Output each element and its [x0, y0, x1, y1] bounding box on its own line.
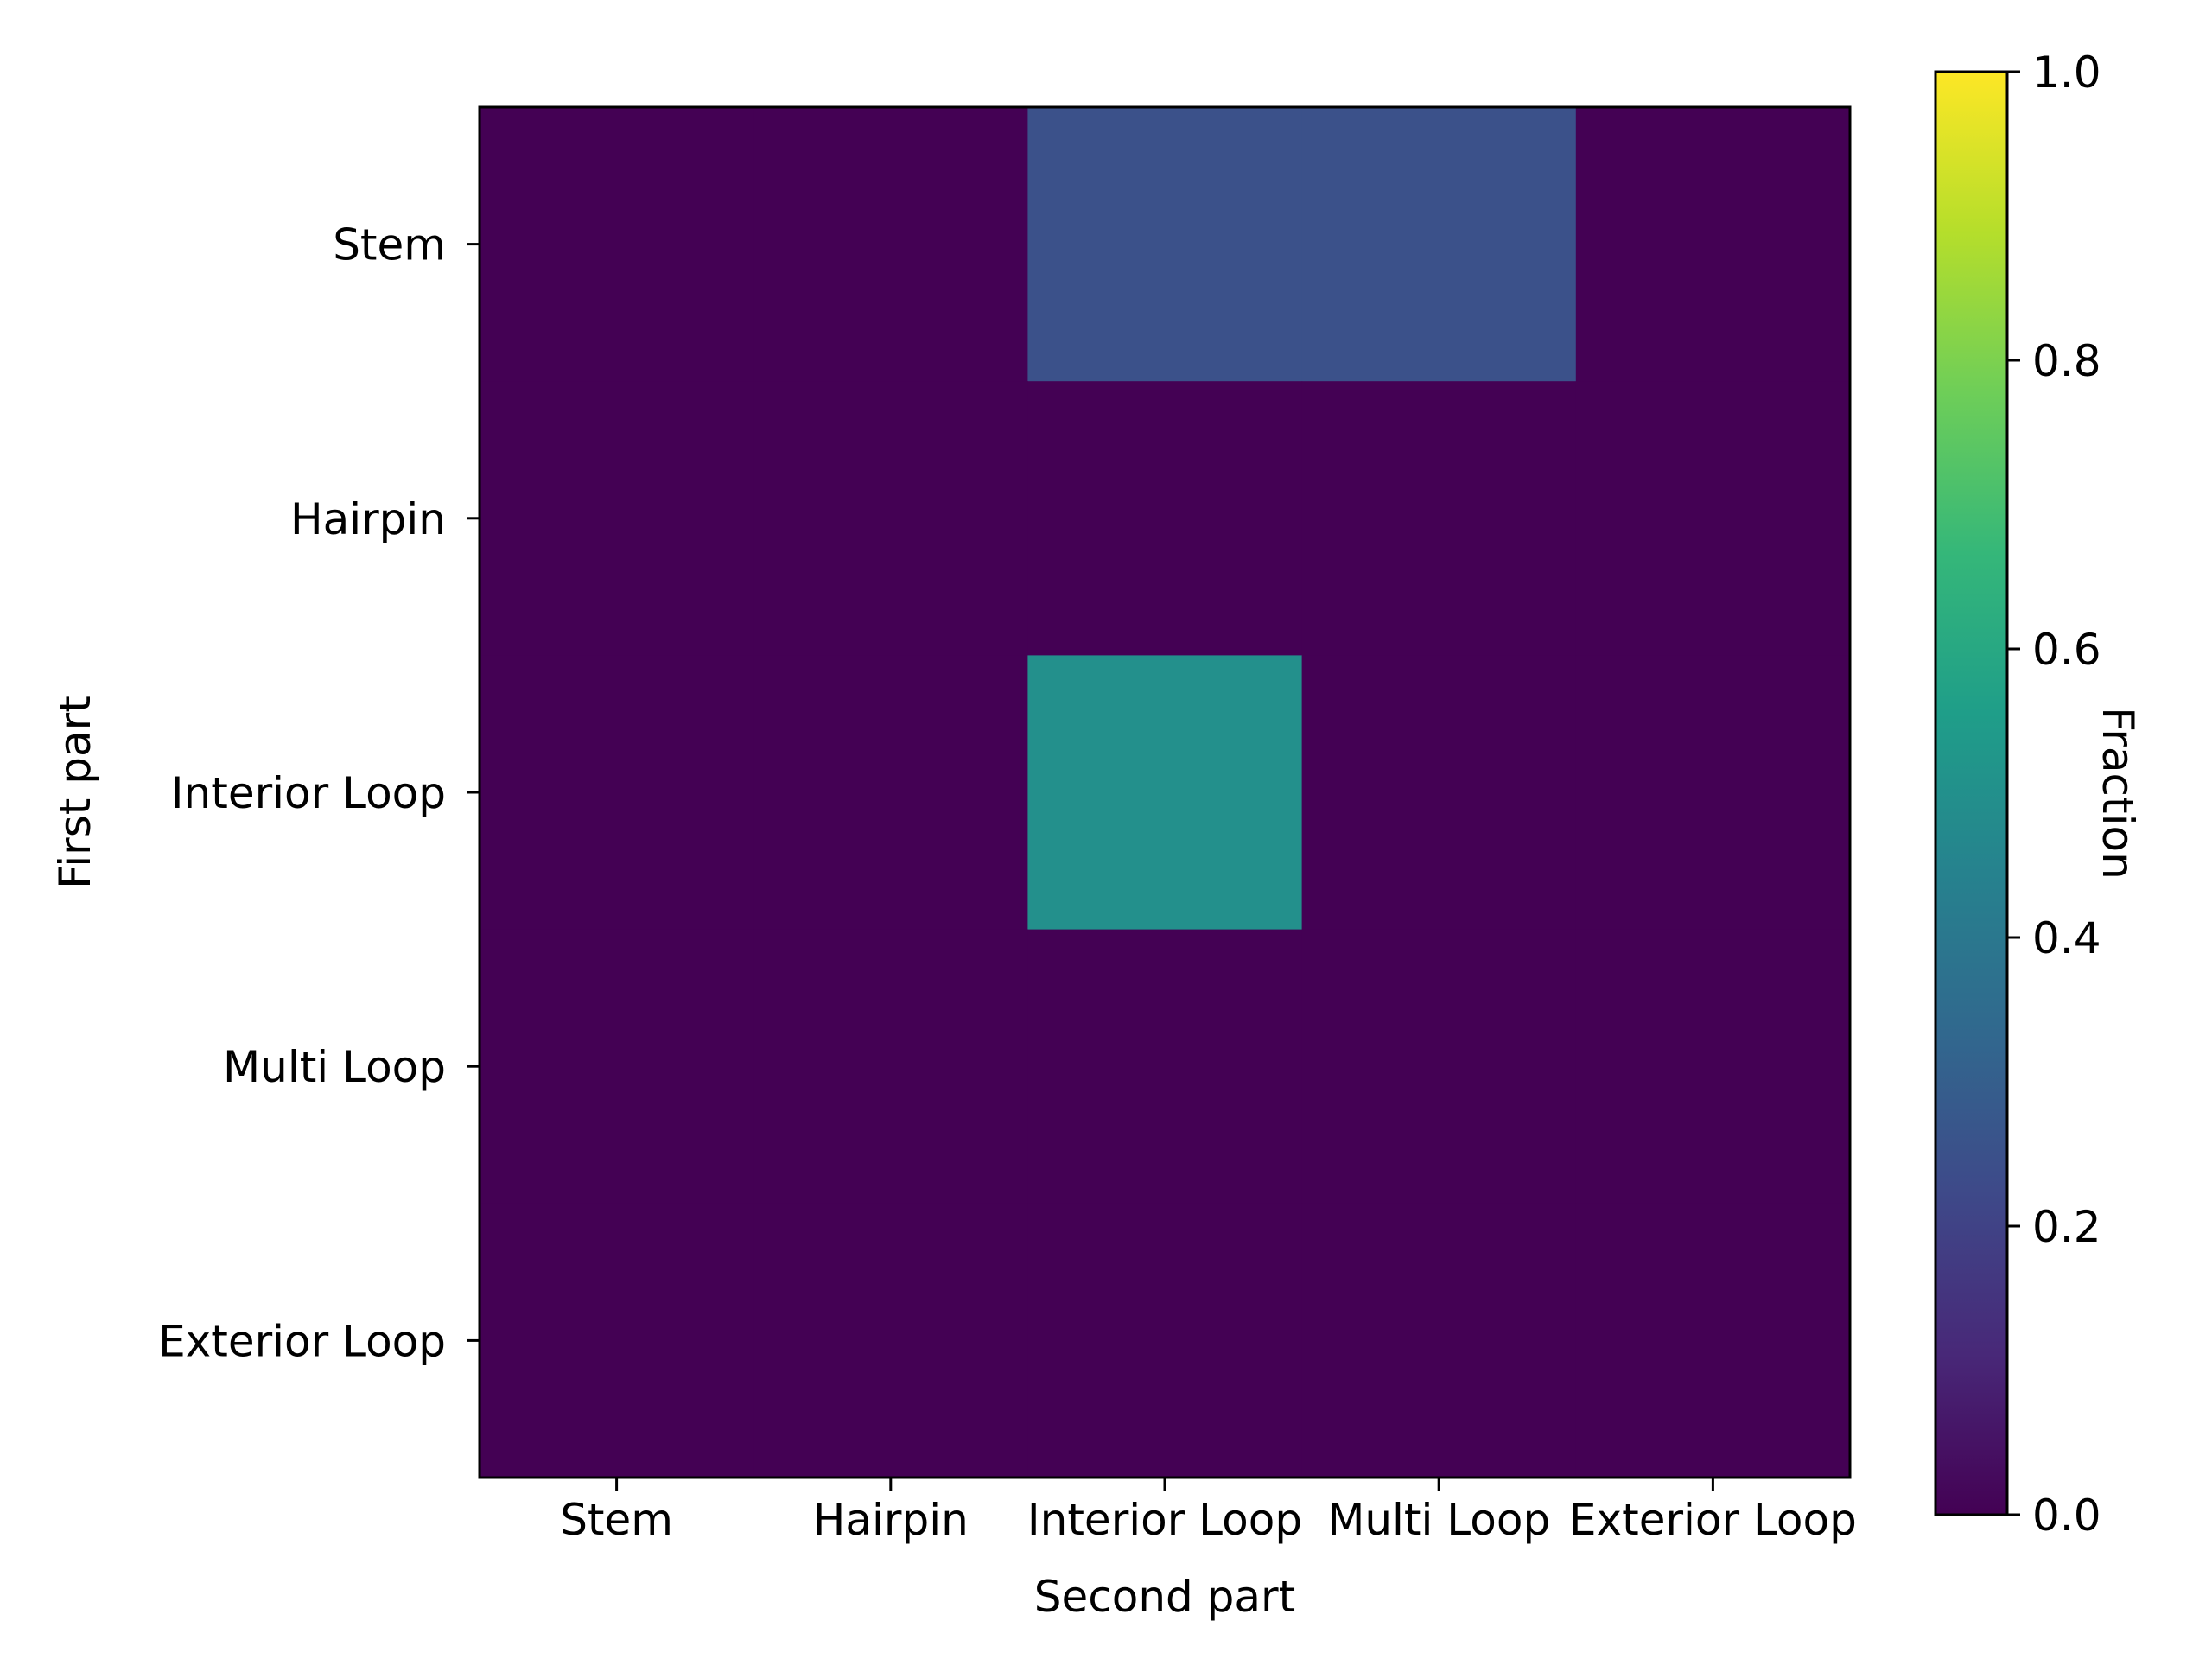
colorbar-tick-label: 0.4 — [2032, 913, 2101, 963]
heatmap-cells — [480, 107, 1851, 1478]
heatmap-cell — [1027, 1203, 1303, 1478]
colorbar — [1934, 70, 2009, 1516]
heatmap-cell — [480, 381, 754, 656]
heatmap-cell — [1575, 929, 1851, 1205]
heatmap-cell — [1301, 1203, 1577, 1478]
x-tick-label: Stem — [560, 1495, 673, 1545]
heatmap-cell — [753, 929, 1028, 1205]
heatmap-cell — [1575, 381, 1851, 656]
y-axis-ticks: Stem Hairpin Interior Loop Multi Loop Exteri… — [158, 220, 480, 1366]
heatmap-cell — [1575, 1203, 1851, 1478]
heatmap-cell — [753, 381, 1028, 656]
heatmap-cell — [480, 1203, 754, 1478]
y-tick-label: Hairpin — [290, 494, 446, 544]
y-tick-label: Stem — [333, 220, 446, 270]
colorbar-tick-label: 0.0 — [2032, 1491, 2101, 1541]
x-tick-label: Multi Loop — [1327, 1495, 1550, 1545]
heatmap-cell — [1027, 381, 1303, 656]
heatmap-cell — [753, 107, 1028, 382]
x-tick-label: Interior Loop — [1027, 1495, 1302, 1545]
x-tick-label: Hairpin — [813, 1495, 969, 1545]
heatmap-cell — [1575, 655, 1851, 931]
x-axis-ticks: Stem Hairpin Interior Loop Multi Loop Exteri… — [560, 1478, 1857, 1545]
y-axis-label: First part — [50, 696, 100, 889]
heatmap-cell — [480, 929, 754, 1205]
colorbar-ticks: 0.0 0.2 0.4 0.6 0.8 1.0 — [2007, 48, 2101, 1541]
y-tick-label: Multi Loop — [223, 1042, 446, 1092]
heatmap-cell — [1027, 929, 1303, 1205]
x-tick-label: Exterior Loop — [1569, 1495, 1857, 1545]
heatmap-cell — [1301, 655, 1577, 931]
heatmap-cell — [480, 655, 754, 931]
colorbar-tick-label: 1.0 — [2032, 48, 2101, 98]
heatmap-cell — [1301, 929, 1577, 1205]
heatmap-cell — [753, 655, 1028, 931]
y-tick-label: Exterior Loop — [158, 1316, 446, 1366]
colorbar-tick-label: 0.2 — [2032, 1202, 2101, 1252]
y-tick-label: Interior Loop — [171, 768, 446, 818]
heatmap-cell — [1027, 655, 1303, 931]
heatmap-cell — [1301, 381, 1577, 656]
colorbar-tick-label: 0.8 — [2032, 336, 2101, 386]
heatmap-cell — [1301, 107, 1577, 382]
x-axis-label: Second part — [1034, 1572, 1295, 1622]
colorbar-tick-label: 0.6 — [2032, 625, 2101, 675]
colorbar-label: Fraction — [2093, 707, 2143, 880]
heatmap-cell — [1027, 107, 1303, 382]
heatmap-cell — [480, 107, 754, 382]
heatmap-cell — [753, 1203, 1028, 1478]
heatmap-cell — [1575, 107, 1851, 382]
